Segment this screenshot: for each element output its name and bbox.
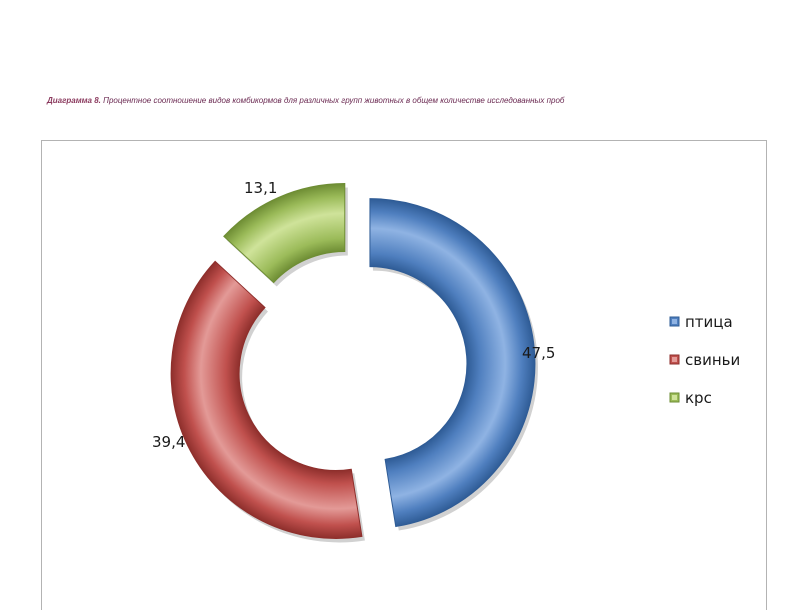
slice-крс bbox=[223, 183, 346, 284]
slice-птица bbox=[369, 198, 536, 528]
data-label-крс: 13,1 bbox=[244, 179, 277, 197]
legend-label-крс: крс bbox=[685, 389, 712, 407]
chart-caption: Диаграмма 8. Процентное соотношение видо… bbox=[47, 96, 767, 105]
caption-text: Процентное соотношение видов комбикормов… bbox=[103, 96, 565, 105]
legend-swatch-highlight-птица bbox=[672, 319, 677, 324]
data-label-свиньи: 39,4 bbox=[152, 433, 185, 451]
legend-swatch-highlight-свиньи bbox=[672, 357, 677, 362]
slice-свиньи bbox=[170, 260, 363, 539]
caption-lead: Диаграмма 8. bbox=[47, 96, 101, 105]
legend-swatch-highlight-крс bbox=[672, 395, 677, 400]
data-label-птица: 47,5 bbox=[522, 344, 555, 362]
legend-label-птица: птица bbox=[685, 313, 733, 331]
legend-label-свиньи: свиньи bbox=[685, 351, 740, 369]
